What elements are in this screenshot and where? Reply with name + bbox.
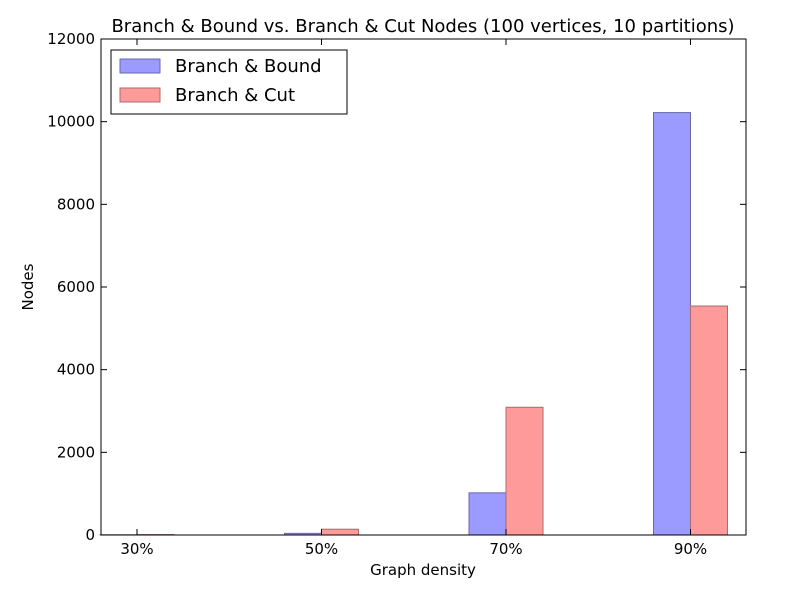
y-tick-label: 12000 <box>47 30 95 48</box>
legend-swatch-branch-cut <box>120 88 160 102</box>
legend-label-branch-cut: Branch & Cut <box>175 85 295 106</box>
bar-branch-cut-70pct <box>506 407 543 535</box>
y-axis-label: Nodes <box>19 263 37 310</box>
y-tick-label: 4000 <box>57 361 95 379</box>
bar-branch-bound-70pct <box>469 493 506 535</box>
x-axis-label: Graph density <box>370 561 476 579</box>
y-tick-label: 2000 <box>57 443 95 461</box>
bars-group <box>100 113 728 535</box>
y-tick-label: 6000 <box>57 278 95 296</box>
x-axis-ticks: 30% 50% 70% 90% <box>120 39 707 558</box>
x-tick-label: 30% <box>120 540 153 558</box>
legend-swatch-branch-bound <box>120 59 160 73</box>
x-tick-label: 90% <box>674 540 707 558</box>
bar-branch-cut-50pct <box>322 529 359 535</box>
y-tick-label: 8000 <box>57 195 95 213</box>
bar-branch-bound-90pct <box>654 113 691 535</box>
legend: Branch & Bound Branch & Cut <box>111 50 347 114</box>
y-tick-label: 10000 <box>47 113 95 131</box>
legend-label-branch-bound: Branch & Bound <box>175 56 322 77</box>
x-tick-label: 70% <box>489 540 522 558</box>
chart-title: Branch & Bound vs. Branch & Cut Nodes (1… <box>111 16 734 37</box>
bar-branch-cut-90pct <box>691 306 728 535</box>
x-tick-label: 50% <box>305 540 338 558</box>
y-tick-label: 0 <box>85 526 95 544</box>
